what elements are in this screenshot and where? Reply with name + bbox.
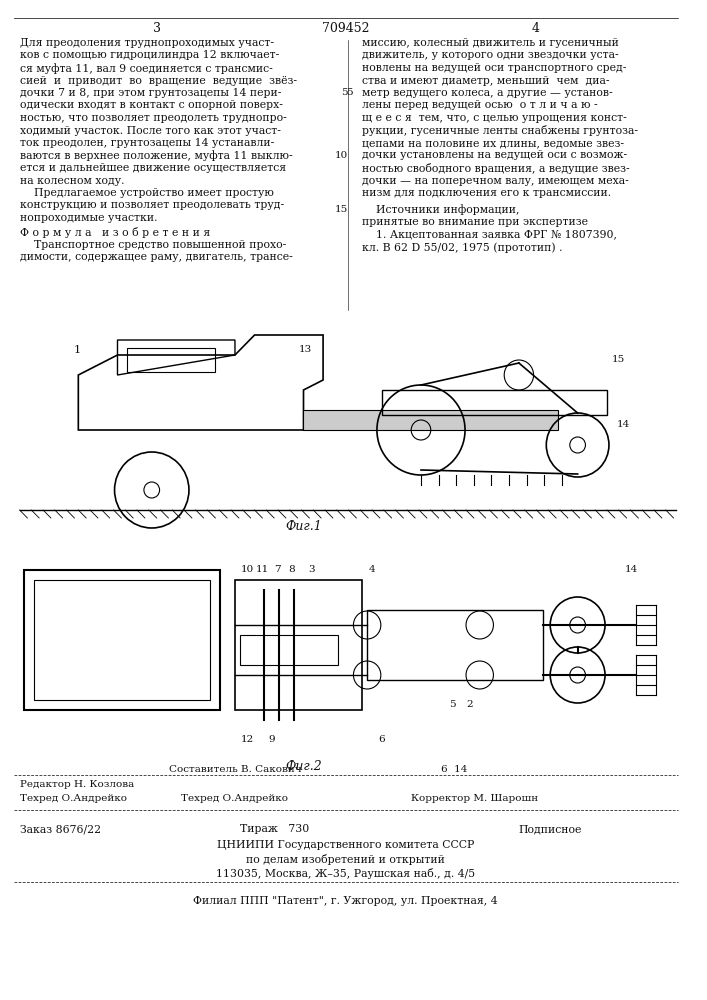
Text: щ е е с я  тем, что, с целью упрощения конст-: щ е е с я тем, что, с целью упрощения ко…	[362, 113, 627, 123]
Text: 6  14: 6 14	[440, 765, 467, 774]
Text: сией  и  приводит  во  вращение  ведущие  звёз-: сией и приводит во вращение ведущие звёз…	[20, 76, 296, 86]
Text: 5: 5	[346, 88, 353, 97]
Text: Для преодоления труднопроходимых участ-: Для преодоления труднопроходимых участ-	[20, 38, 274, 48]
Text: димости, содержащее раму, двигатель, трансе-: димости, содержащее раму, двигатель, тра…	[20, 252, 292, 262]
Text: кл. В 62 D 55/02, 1975 (прототип) .: кл. В 62 D 55/02, 1975 (прототип) .	[362, 242, 563, 253]
Text: лены перед ведущей осью  о т л и ч а ю -: лены перед ведущей осью о т л и ч а ю -	[362, 101, 598, 110]
Text: 15: 15	[334, 205, 348, 214]
Text: новлены на ведущей оси транспортного сред-: новлены на ведущей оси транспортного сре…	[362, 63, 626, 73]
Text: цепами на половине их длины, ведомые звез-: цепами на половине их длины, ведомые зве…	[362, 138, 624, 148]
Text: Филиал ППП "Патент", г. Ужгород, ул. Проектная, 4: Филиал ППП "Патент", г. Ужгород, ул. Про…	[193, 896, 498, 906]
Text: 2: 2	[467, 700, 473, 709]
Text: Ф о р м у л а   и з о б р е т е н и я: Ф о р м у л а и з о б р е т е н и я	[20, 228, 210, 238]
Text: Тираж   730: Тираж 730	[240, 824, 309, 834]
Text: рукции, гусеничные ленты снабжены грунтоза-: рукции, гусеничные ленты снабжены грунто…	[362, 125, 638, 136]
Text: ходимый участок. После того как этот участ-: ходимый участок. После того как этот уча…	[20, 125, 281, 135]
Bar	[235, 580, 362, 710]
Text: 10: 10	[241, 565, 255, 574]
Bar	[240, 635, 338, 665]
Text: 7: 7	[274, 565, 281, 574]
Text: 3: 3	[153, 22, 160, 35]
Text: Подписное: Подписное	[519, 824, 583, 834]
Text: Составитель В. Сакович: Составитель В. Сакович	[169, 765, 301, 774]
Text: одически входят в контакт с опорной поверх-: одически входят в контакт с опорной пове…	[20, 101, 283, 110]
Polygon shape	[303, 410, 558, 430]
Text: 4: 4	[369, 565, 375, 574]
Text: 113035, Москва, Ж–35, Раушская наб., д. 4/5: 113035, Москва, Ж–35, Раушская наб., д. …	[216, 868, 475, 879]
Text: метр ведущего колеса, а другие — установ-: метр ведущего колеса, а другие — установ…	[362, 88, 613, 98]
Bar	[34, 580, 211, 700]
Text: 5: 5	[449, 700, 455, 709]
Text: Фиг.1: Фиг.1	[285, 520, 322, 533]
Text: 9: 9	[269, 735, 276, 744]
Text: Источники информации,: Источники информации,	[362, 205, 520, 215]
Text: ностью, что позволяет преодолеть труднопро-: ностью, что позволяет преодолеть трудноп…	[20, 113, 286, 123]
Text: низм для подключения его к трансмиссии.: низм для подключения его к трансмиссии.	[362, 188, 612, 198]
Text: ся муфта 11, вал 9 соединяется с трансмис-: ся муфта 11, вал 9 соединяется с трансми…	[20, 63, 272, 74]
Text: по делам изобретений и открытий: по делам изобретений и открытий	[246, 854, 445, 865]
Text: Редактор Н. Козлова: Редактор Н. Козлова	[20, 780, 134, 789]
Text: нопроходимые участки.: нопроходимые участки.	[20, 213, 157, 223]
Bar	[367, 610, 544, 680]
Text: движитель, у которого одни звездочки уста-: движитель, у которого одни звездочки уст…	[362, 50, 619, 60]
Text: ется и дальнейшее движение осуществляется: ется и дальнейшее движение осуществляетс…	[20, 163, 286, 173]
Text: дочки 7 и 8, при этом грунтозацепы 14 пери-: дочки 7 и 8, при этом грунтозацепы 14 пе…	[20, 88, 281, 98]
Text: 14: 14	[625, 565, 638, 574]
Text: 3: 3	[308, 565, 315, 574]
Text: 13: 13	[298, 345, 312, 354]
Text: 1: 1	[74, 345, 81, 355]
Text: на колесном ходу.: на колесном ходу.	[20, 176, 124, 186]
Text: Заказ 8676/22: Заказ 8676/22	[20, 824, 100, 834]
Text: ЦНИИПИ Государственного комитета СССР: ЦНИИПИ Государственного комитета СССР	[217, 840, 474, 850]
Text: Фиг.2: Фиг.2	[285, 760, 322, 773]
Text: Корректор М. Шарошн: Корректор М. Шарошн	[411, 794, 538, 803]
Text: 12: 12	[241, 735, 255, 744]
Text: 709452: 709452	[322, 22, 369, 35]
Text: ток преодолен, грунтозацепы 14 устанавли-: ток преодолен, грунтозацепы 14 устанавли…	[20, 138, 274, 148]
Text: 6: 6	[378, 735, 385, 744]
Text: 8: 8	[288, 565, 295, 574]
Text: Техред О.Андрейко: Техред О.Андрейко	[182, 794, 288, 803]
Text: ков с помощью гидроцилиндра 12 включает-: ков с помощью гидроцилиндра 12 включает-	[20, 50, 279, 60]
Text: 4: 4	[532, 22, 539, 35]
Text: дочки установлены на ведущей оси с возмож-: дочки установлены на ведущей оси с возмо…	[362, 150, 627, 160]
Text: 5: 5	[341, 88, 348, 97]
Text: Техред О.Андрейко: Техред О.Андрейко	[20, 794, 127, 803]
Text: Транспортное средство повышенной прохо-: Транспортное средство повышенной прохо-	[20, 240, 286, 250]
Text: дочки — на поперечном валу, имеющем меха-: дочки — на поперечном валу, имеющем меха…	[362, 176, 629, 186]
Text: 15: 15	[612, 355, 625, 364]
Text: ваются в верхнее положение, муфта 11 выклю-: ваются в верхнее положение, муфта 11 вык…	[20, 150, 292, 161]
Text: Предлагаемое устройство имеет простую: Предлагаемое устройство имеет простую	[20, 188, 274, 198]
Text: миссию, колесный движитель и гусеничный: миссию, колесный движитель и гусеничный	[362, 38, 619, 48]
Text: 11: 11	[256, 565, 269, 574]
Text: 14: 14	[617, 420, 630, 429]
Text: конструкцию и позволяет преодолевать труд-: конструкцию и позволяет преодолевать тру…	[20, 200, 284, 211]
Bar	[25, 570, 221, 710]
Text: 10: 10	[334, 150, 348, 159]
Text: 1. Акцептованная заявка ФРГ № 1807390,: 1. Акцептованная заявка ФРГ № 1807390,	[362, 230, 617, 239]
Text: ства и имеют диаметр, меньший  чем  диа-: ства и имеют диаметр, меньший чем диа-	[362, 76, 609, 86]
Text: ностью свободного вращения, а ведущие звез-: ностью свободного вращения, а ведущие зв…	[362, 163, 630, 174]
Text: принятые во внимание при экспертизе: принятые во внимание при экспертизе	[362, 217, 588, 227]
